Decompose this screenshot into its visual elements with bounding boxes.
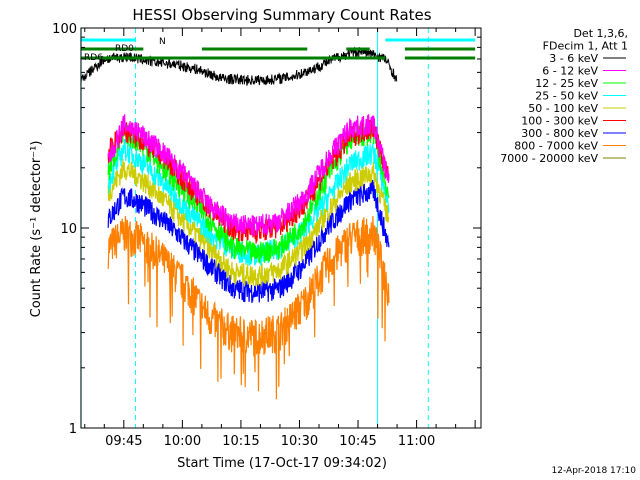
x-tick-label: 10:00 xyxy=(164,434,201,449)
legend-label: 25 - 50 keV xyxy=(535,90,598,103)
x-tick-label: 09:45 xyxy=(105,434,142,449)
legend-label: 100 - 300 keV xyxy=(521,115,598,128)
series-line-6 xyxy=(107,179,390,304)
chart-title: HESSI Observing Summary Count Rates xyxy=(132,6,431,24)
date-stamp: 12-Apr-2018 17:10 xyxy=(552,466,637,476)
rd0-label: RD0 xyxy=(115,44,134,54)
x-tick-label: 10:15 xyxy=(222,434,259,449)
x-tick-label: 10:45 xyxy=(339,434,376,449)
x-axis-label: Start Time (17-Oct-17 09:34:02) xyxy=(177,456,387,471)
y-tick-label: 1 xyxy=(69,422,77,437)
series-line-1 xyxy=(107,114,390,237)
legend-label: 800 - 7000 keV xyxy=(514,140,598,153)
x-tick-label: 11:00 xyxy=(398,434,435,449)
legend-header: Det 1,3,6, xyxy=(573,27,628,40)
axes: 1 10 100 09:45 10:00 10:15 10:30 10:45 11:00 xyxy=(52,22,482,449)
plot-area: N RD0 RD6 xyxy=(80,28,476,428)
series-line-7 xyxy=(107,215,390,400)
legend-label: 12 - 25 keV xyxy=(535,77,598,90)
y-axis-label: Count Rate (s⁻¹ detector⁻¹) xyxy=(29,141,44,318)
legend-label: 3 - 6 keV xyxy=(549,52,598,65)
legend-label: 50 - 100 keV xyxy=(528,102,598,115)
legend-header: FDecim 1, Att 1 xyxy=(543,40,628,53)
y-tick-label: 100 xyxy=(52,22,77,37)
legend-label: 300 - 800 keV xyxy=(521,127,598,140)
x-tick-label: 10:30 xyxy=(281,434,318,449)
legend-label: 6 - 12 keV xyxy=(542,65,598,78)
n-label: N xyxy=(159,37,166,47)
rd6-label: RD6 xyxy=(84,53,103,63)
legend-label: 7000 - 20000 keV xyxy=(500,152,598,165)
y-tick-label: 10 xyxy=(60,222,77,237)
